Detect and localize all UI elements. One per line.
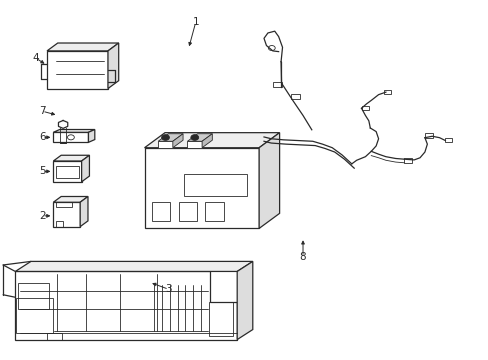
Bar bbox=[272, 82, 281, 87]
Polygon shape bbox=[88, 130, 95, 142]
Circle shape bbox=[161, 135, 169, 140]
Bar bbox=[16, 298, 53, 333]
Polygon shape bbox=[53, 202, 80, 226]
Polygon shape bbox=[158, 134, 183, 141]
Bar bbox=[208, 302, 233, 336]
Polygon shape bbox=[172, 134, 183, 148]
Bar bbox=[47, 333, 61, 339]
Bar bbox=[152, 202, 170, 221]
Bar bbox=[291, 94, 300, 99]
Polygon shape bbox=[144, 133, 279, 148]
Polygon shape bbox=[259, 133, 279, 228]
Bar bbox=[205, 202, 224, 221]
Bar bbox=[424, 134, 432, 138]
Bar bbox=[383, 90, 390, 94]
Text: 5: 5 bbox=[39, 166, 45, 176]
Text: 3: 3 bbox=[165, 284, 172, 294]
Polygon shape bbox=[47, 43, 119, 51]
Bar bbox=[18, 283, 49, 309]
Polygon shape bbox=[47, 51, 108, 89]
Bar bbox=[445, 138, 451, 142]
Polygon shape bbox=[53, 197, 88, 202]
Text: 8: 8 bbox=[299, 252, 305, 262]
Polygon shape bbox=[108, 43, 119, 89]
Text: 1: 1 bbox=[192, 17, 199, 27]
Circle shape bbox=[190, 135, 198, 140]
Polygon shape bbox=[144, 148, 259, 228]
Polygon shape bbox=[80, 197, 88, 226]
Polygon shape bbox=[187, 141, 202, 148]
Polygon shape bbox=[53, 130, 95, 132]
Polygon shape bbox=[187, 134, 212, 141]
Bar bbox=[56, 221, 63, 226]
Polygon shape bbox=[53, 161, 81, 182]
Polygon shape bbox=[53, 155, 89, 161]
Polygon shape bbox=[15, 271, 237, 339]
Polygon shape bbox=[15, 261, 252, 271]
Bar bbox=[404, 158, 411, 163]
Bar bbox=[183, 174, 246, 196]
Text: 6: 6 bbox=[39, 132, 45, 142]
Text: 7: 7 bbox=[39, 106, 45, 116]
Bar bbox=[56, 202, 72, 207]
Text: 2: 2 bbox=[39, 211, 45, 221]
Polygon shape bbox=[237, 261, 252, 339]
Bar bbox=[361, 106, 368, 110]
Polygon shape bbox=[202, 134, 212, 148]
Text: 4: 4 bbox=[32, 53, 39, 63]
Polygon shape bbox=[53, 132, 88, 142]
Polygon shape bbox=[158, 141, 172, 148]
Bar bbox=[178, 202, 197, 221]
Polygon shape bbox=[81, 155, 89, 182]
Bar bbox=[56, 166, 79, 178]
